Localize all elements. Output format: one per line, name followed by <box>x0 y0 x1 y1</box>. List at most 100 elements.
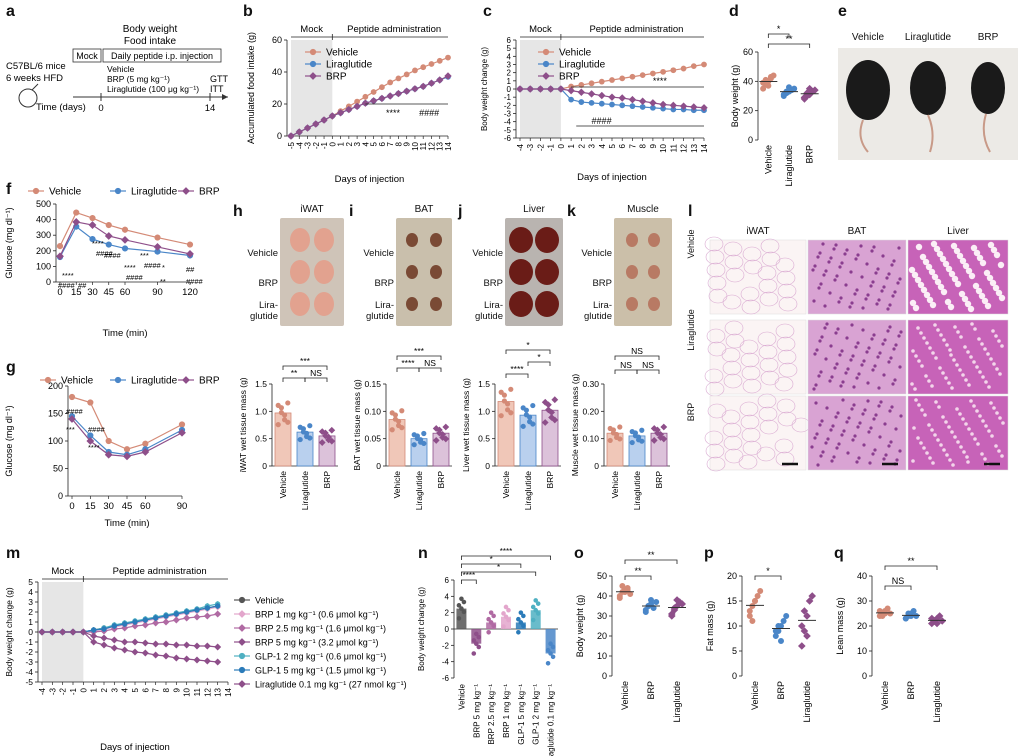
adipocyte <box>760 238 780 254</box>
x-tick-label: 11 <box>669 143 678 152</box>
data-point <box>186 250 194 258</box>
nucleus <box>872 333 876 337</box>
data-point <box>72 218 81 226</box>
nucleus <box>841 380 845 384</box>
lipid-droplet <box>948 270 956 278</box>
x-tick-label: 2 <box>345 141 354 146</box>
x-tick-label: 8 <box>162 687 171 692</box>
data-point <box>545 647 551 653</box>
lipid-droplet <box>931 461 935 465</box>
lipid-droplet <box>942 260 950 268</box>
x-tick-label: BRP 5 mg kg⁻¹ <box>472 684 481 738</box>
legend-label: BRP 2.5 mg kg⁻¹ (1.6 μmol kg⁻¹) <box>255 624 386 634</box>
y-axis-label: Body weight change (g) <box>480 47 489 131</box>
data-point <box>884 605 891 612</box>
data-point <box>614 434 620 441</box>
panel-letter-j: j <box>458 203 463 220</box>
data-point <box>411 432 417 438</box>
lipid-droplet <box>1000 454 1004 458</box>
significance-label: * <box>497 563 500 572</box>
panel-q-lean-mass-scatter: 0 10 20 30 40 Lean mass (g) Vehicle BRP Liraglut… <box>835 556 947 723</box>
nucleus <box>829 344 833 348</box>
x-tick-label: 13 <box>214 687 223 696</box>
nucleus <box>817 374 821 378</box>
lipid-droplet <box>970 322 974 326</box>
significance-label: **** <box>463 571 475 580</box>
adipocyte <box>704 368 724 384</box>
adipocyte <box>724 254 744 270</box>
lipid-droplet <box>931 351 935 355</box>
y-tick-label: 10 <box>727 621 737 631</box>
nucleus <box>815 432 819 436</box>
nucleus <box>862 359 866 363</box>
nucleus <box>823 304 827 308</box>
y-tick-label: 0 <box>46 277 51 287</box>
x-tick-label: 10 <box>411 141 420 150</box>
significance-label: * <box>537 352 541 362</box>
row-liraglutide: Lira-glutide <box>236 300 278 322</box>
lipid-droplet <box>978 370 982 374</box>
x-tick-label: 6 <box>618 143 627 148</box>
data-point <box>548 414 556 421</box>
y-tick-label: 15 <box>727 596 737 606</box>
y-tick-label: 5 <box>732 646 737 656</box>
lipid-droplet <box>973 327 977 331</box>
tissue-header-muscle: Muscle <box>627 204 659 215</box>
lipid-droplet <box>944 298 952 306</box>
x-tick-label: Vehicle <box>392 471 402 499</box>
data-point <box>803 632 811 640</box>
panel-m-dose-response-chart: Mock Peptide administration-5-4-3-2-10123… <box>4 566 407 753</box>
data-point <box>56 252 64 261</box>
nucleus <box>835 274 839 278</box>
nucleus <box>839 296 843 300</box>
data-point <box>491 613 496 619</box>
mice-diet: 6 weeks HFD <box>6 73 63 84</box>
data-point <box>282 417 288 423</box>
data-point <box>214 610 222 618</box>
legend-marker <box>238 596 246 604</box>
legend-label: Vehicle <box>255 596 284 606</box>
nucleus <box>857 456 861 460</box>
y-tick-label: 6 <box>445 576 450 585</box>
data-point <box>178 421 186 428</box>
nucleus <box>850 301 854 305</box>
lipid-droplet <box>945 453 949 457</box>
data-point <box>152 619 160 627</box>
y-tick-label: 2 <box>507 69 512 78</box>
significance-label: * <box>162 263 165 272</box>
lipid-droplet <box>965 455 969 459</box>
lipid-droplet <box>998 416 1002 420</box>
legend-label: Liraglutide <box>559 60 606 71</box>
nucleus <box>845 248 849 252</box>
y-tick-label: 1.0 <box>478 406 490 416</box>
lipid-droplet <box>983 269 991 277</box>
adipocyte <box>778 362 798 378</box>
panel-h-iwat-photo: iWAT Vehicle BRP Lira-glutide <box>236 204 348 334</box>
nucleus <box>854 257 858 261</box>
lipid-droplet <box>986 274 994 282</box>
panel-letter-i: i <box>349 203 354 220</box>
y-tick-label: 150 <box>48 409 63 419</box>
nucleus <box>819 370 823 374</box>
nucleus <box>873 364 877 368</box>
y-tick-label: -4 <box>504 118 512 127</box>
data-point <box>516 616 521 622</box>
data-point <box>318 439 326 446</box>
x-tick-label: 60 <box>120 287 131 298</box>
data-point <box>805 597 814 605</box>
data-point <box>214 603 221 609</box>
data-point <box>303 124 312 132</box>
lipid-droplet <box>933 245 941 253</box>
y-tick-label: 20 <box>857 621 867 631</box>
significance-label: *** <box>300 356 311 366</box>
lipid-droplet <box>987 429 991 433</box>
significance-bracket <box>505 349 551 354</box>
y-tick-label: 2 <box>28 607 33 617</box>
data-point <box>353 102 361 111</box>
data-point <box>752 598 758 604</box>
lipid-droplet <box>930 384 934 388</box>
data-point <box>68 393 76 401</box>
significance-label: * <box>777 24 781 34</box>
data-point <box>110 636 118 644</box>
lipid-droplet <box>953 435 957 439</box>
